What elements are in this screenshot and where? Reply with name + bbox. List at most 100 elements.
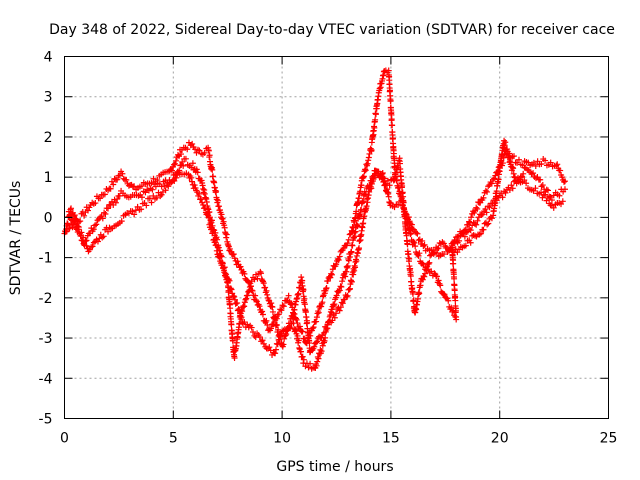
data-point: [371, 124, 378, 131]
data-point: [530, 170, 537, 177]
data-point: [313, 362, 320, 369]
data-point: [278, 307, 285, 314]
data-point: [283, 331, 290, 338]
data-point: [401, 213, 408, 220]
data-point: [350, 224, 357, 231]
data-point: [230, 251, 237, 258]
data-point: [191, 182, 198, 189]
data-point: [477, 230, 484, 237]
data-point: [482, 206, 489, 213]
data-point: [561, 178, 568, 185]
data-point: [433, 273, 440, 280]
data-point: [352, 264, 359, 271]
data-point: [256, 303, 263, 310]
data-point: [318, 348, 325, 355]
data-point: [189, 160, 196, 167]
x-tick-label: 20: [491, 431, 509, 447]
data-point: [196, 147, 203, 154]
data-point: [72, 225, 79, 232]
data-point: [539, 182, 546, 189]
data-point: [231, 293, 238, 300]
data-point: [372, 111, 379, 118]
data-point: [221, 272, 228, 279]
y-tick-label: 3: [44, 90, 53, 106]
data-point: [301, 295, 308, 302]
data-point: [501, 142, 508, 149]
data-point: [302, 308, 309, 315]
data-point: [410, 238, 417, 245]
data-point: [277, 306, 284, 313]
data-point: [419, 237, 426, 244]
data-point: [71, 218, 78, 225]
data-point: [328, 270, 335, 277]
data-point: [228, 286, 235, 293]
data-point: [215, 253, 222, 260]
data-point: [138, 194, 145, 201]
data-point: [389, 122, 396, 129]
data-point: [150, 175, 157, 182]
data-point: [88, 244, 95, 251]
data-point: [471, 220, 478, 227]
data-point: [385, 193, 392, 200]
data-point: [142, 189, 149, 196]
data-point: [486, 204, 493, 211]
data-point: [508, 182, 515, 189]
data-point: [101, 191, 108, 198]
data-point: [94, 238, 101, 245]
data-point: [478, 212, 485, 219]
data-point: [256, 333, 263, 340]
data-point: [264, 291, 271, 298]
y-tick-label: 0: [44, 210, 53, 226]
data-point: [112, 199, 119, 206]
data-point: [484, 221, 491, 228]
data-point: [413, 229, 420, 236]
data-point: [550, 204, 557, 211]
data-point: [473, 221, 480, 228]
data-point: [504, 148, 511, 155]
y-axis-label: SDTVAR / TECUs: [8, 181, 24, 296]
data-point: [468, 214, 475, 221]
data-point: [514, 159, 521, 166]
data-point: [227, 310, 234, 317]
data-point: [235, 306, 242, 313]
data-point: [557, 167, 564, 174]
data-point: [162, 187, 169, 194]
data-point: [306, 340, 313, 347]
data-point: [416, 290, 423, 297]
data-point: [363, 161, 370, 168]
data-point: [399, 182, 406, 189]
data-point: [336, 287, 343, 294]
data-point: [252, 271, 259, 278]
data-point: [410, 297, 417, 304]
data-point: [488, 215, 495, 222]
data-point: [96, 235, 103, 242]
data-point: [223, 231, 230, 238]
data-point: [180, 162, 187, 169]
data-point: [243, 295, 250, 302]
data-point: [328, 271, 335, 278]
data-point: [539, 194, 546, 201]
data-point: [435, 245, 442, 252]
data-point: [547, 193, 554, 200]
data-point: [313, 314, 320, 321]
data-point: [335, 257, 342, 264]
data-point: [125, 182, 132, 189]
data-point: [102, 211, 109, 218]
data-point: [521, 177, 528, 184]
data-point: [493, 188, 500, 195]
data-point: [561, 178, 568, 185]
data-point: [390, 177, 397, 184]
data-point: [445, 297, 452, 304]
data-point: [345, 257, 352, 264]
data-point: [296, 323, 303, 330]
data-point: [450, 267, 457, 274]
data-point: [158, 191, 165, 198]
data-point: [300, 356, 307, 363]
y-tick-label: -1: [39, 251, 53, 267]
data-point: [484, 188, 491, 195]
data-point: [365, 154, 372, 161]
data-point: [201, 149, 208, 156]
data-point: [82, 238, 89, 245]
data-point: [241, 303, 248, 310]
